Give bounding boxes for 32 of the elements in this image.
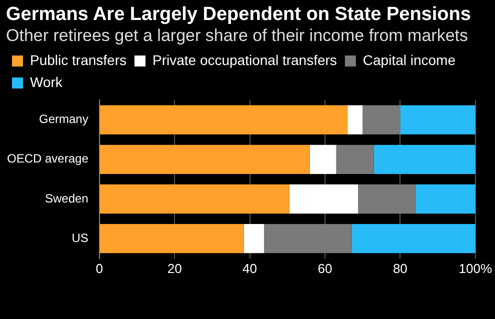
bar (348, 105, 363, 134)
chart-subtitle: Other retirees get a larger share of their income from markets (5, 25, 470, 46)
bar (244, 224, 264, 254)
bar (362, 105, 400, 134)
x-tick-label: 80 (392, 260, 408, 276)
x-tick-label: 100% (458, 260, 492, 276)
bar (310, 144, 336, 174)
bar (415, 184, 476, 214)
bar (100, 184, 290, 214)
legend-label: Public transfers (30, 52, 126, 68)
bar (100, 224, 244, 254)
y-tick-label: Sweden (44, 191, 88, 206)
legend-label: Private occupational transfers (152, 52, 337, 68)
y-tick-label: OECD average (6, 152, 89, 166)
bar (336, 144, 374, 174)
bar (400, 105, 476, 134)
y-tick-label: Germany (39, 112, 88, 126)
bar (100, 105, 348, 134)
x-tick-label: 40 (242, 260, 258, 276)
bar (374, 144, 476, 174)
bar (289, 184, 358, 214)
legend-label: Capital income (362, 52, 456, 68)
legend-label: Work (30, 74, 64, 90)
bar (352, 224, 476, 254)
x-tick-label: 20 (167, 260, 182, 276)
chart-title: Germans Are Largely Dependent on State Pensions (5, 3, 472, 25)
x-tick-label: 60 (318, 260, 332, 276)
x-tick-label: 0 (96, 260, 103, 276)
bar (100, 144, 310, 174)
bar (264, 224, 352, 254)
bar (358, 184, 416, 214)
y-tick-label: US (72, 230, 88, 245)
